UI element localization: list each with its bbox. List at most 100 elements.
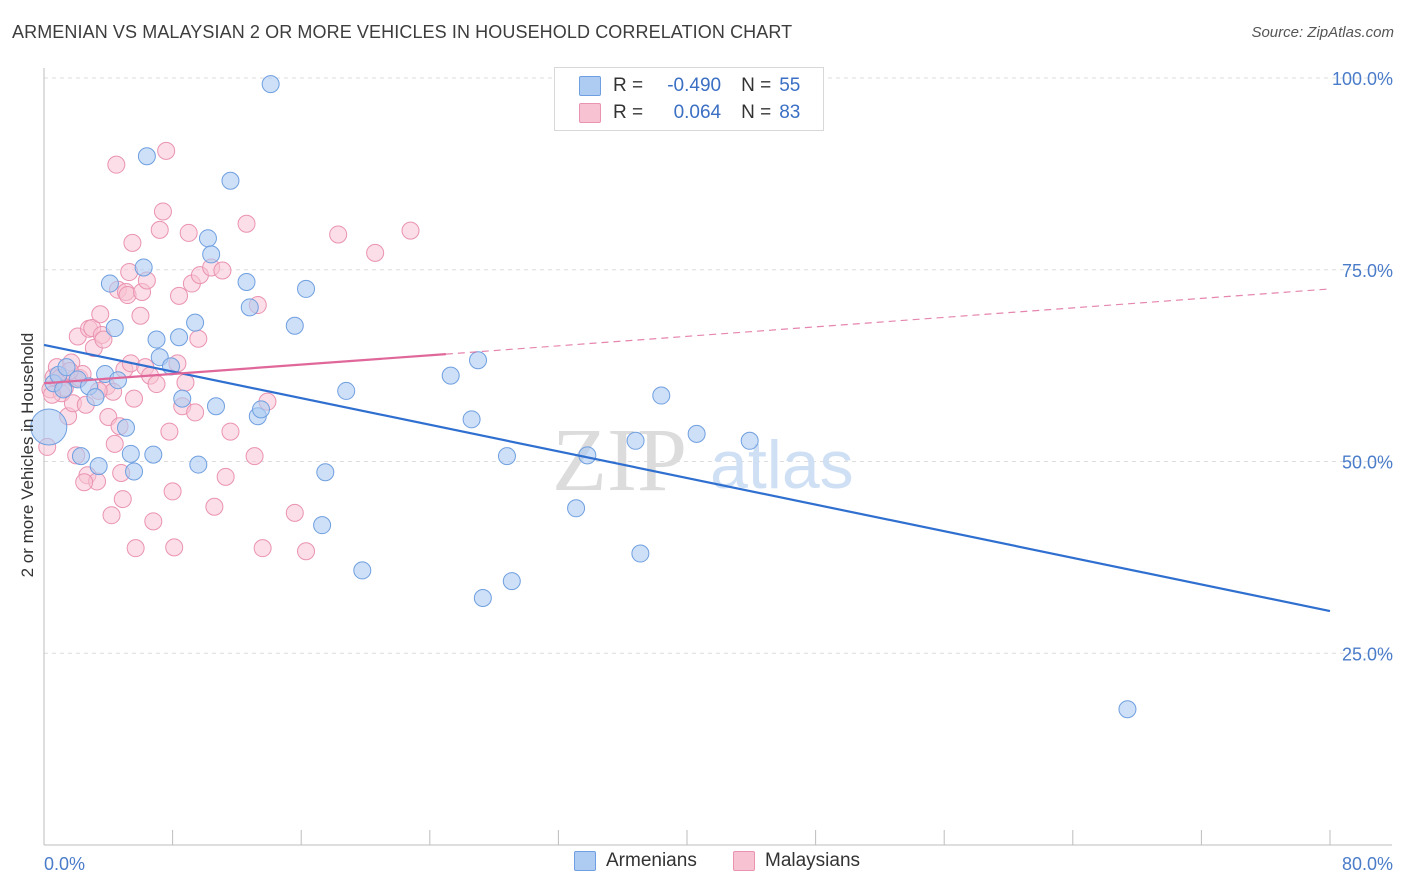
malaysian-point bbox=[75, 473, 94, 492]
watermark-atlas: atlas bbox=[710, 427, 854, 503]
malaysian-trend-extension bbox=[445, 288, 1331, 355]
armenian-point bbox=[337, 381, 356, 400]
malaysian-point bbox=[216, 467, 235, 486]
armenian-point bbox=[626, 431, 645, 450]
trend-lines bbox=[43, 288, 1331, 613]
malaysian-point bbox=[189, 329, 208, 348]
x-tick-label: 80.0% bbox=[1342, 854, 1393, 874]
armenian-point bbox=[252, 400, 271, 419]
legend-r-value: -0.490 bbox=[667, 75, 722, 96]
malaysian-point bbox=[253, 539, 272, 558]
malaysian-point bbox=[401, 221, 420, 240]
legend-item-armenians[interactable]: Armenians bbox=[574, 850, 697, 872]
armenian-point bbox=[297, 279, 316, 298]
grid-lines bbox=[44, 77, 1392, 654]
malaysian-point bbox=[221, 422, 240, 441]
armenian-point bbox=[134, 258, 153, 277]
armenian-point bbox=[57, 358, 76, 377]
malaysian-point bbox=[113, 490, 132, 509]
armenian-trend-line bbox=[43, 343, 1331, 613]
armenian-point bbox=[462, 410, 481, 429]
armenian-point bbox=[473, 589, 492, 608]
armenian-point bbox=[86, 388, 105, 407]
tick-labels: 25.0% 50.0% 75.0% 100.0% 0.0% 80.0% bbox=[44, 69, 1393, 874]
series-legend: Armenians Malaysians bbox=[0, 850, 1406, 878]
legend-r-label: R = bbox=[613, 102, 644, 123]
legend-r-label: R = bbox=[613, 75, 644, 96]
malaysian-point bbox=[107, 155, 126, 174]
armenian-point bbox=[105, 319, 124, 338]
malaysian-point bbox=[147, 375, 166, 394]
armenian-point bbox=[497, 447, 516, 466]
malaysian-point bbox=[144, 512, 163, 531]
armenian-points bbox=[30, 75, 1137, 719]
malaysian-point bbox=[153, 202, 172, 221]
armenian-point bbox=[567, 499, 586, 518]
armenian-point bbox=[202, 245, 221, 264]
malaysian-point bbox=[186, 403, 205, 422]
y-tick-label: 25.0% bbox=[1342, 644, 1393, 664]
malaysian-swatch bbox=[733, 851, 755, 871]
legend-n-value: 55 bbox=[779, 75, 801, 96]
armenian-point bbox=[108, 371, 127, 390]
malaysian-point bbox=[366, 243, 385, 262]
armenian-point bbox=[237, 273, 256, 292]
malaysian-point bbox=[163, 482, 182, 501]
armenian-point bbox=[89, 457, 108, 476]
armenian-point bbox=[740, 431, 759, 450]
malaysian-point bbox=[213, 261, 232, 280]
armenian-swatch bbox=[579, 76, 601, 96]
armenian-point bbox=[173, 389, 192, 408]
armenian-point bbox=[137, 147, 156, 166]
armenian-point bbox=[207, 397, 226, 416]
y-tick-label: 50.0% bbox=[1342, 453, 1393, 473]
armenian-point bbox=[652, 386, 671, 405]
malaysian-point bbox=[170, 286, 189, 305]
chart-title: ARMENIAN VS MALAYSIAN 2 OR MORE VEHICLES… bbox=[12, 22, 793, 42]
malaysian-point bbox=[176, 373, 195, 392]
armenian-point bbox=[631, 544, 650, 563]
armenian-point bbox=[261, 75, 280, 94]
malaysian-point bbox=[329, 225, 348, 244]
correlation-legend: R = -0.490 N = 55 R = 0.064 N = 83 bbox=[554, 67, 824, 131]
armenian-point bbox=[221, 171, 240, 190]
armenian-point bbox=[147, 330, 166, 349]
y-axis-title: 2 or more Vehicles in Household bbox=[18, 333, 37, 578]
x-tick-label: 0.0% bbox=[44, 854, 85, 874]
armenian-point bbox=[687, 424, 706, 443]
malaysian-point bbox=[245, 447, 264, 466]
armenian-point bbox=[121, 444, 140, 463]
armenian-point bbox=[198, 229, 217, 248]
y-tick-label: 100.0% bbox=[1332, 69, 1393, 89]
armenian-point bbox=[469, 351, 488, 370]
armenian-point bbox=[100, 274, 119, 293]
malaysian-point bbox=[125, 389, 144, 408]
armenian-point bbox=[71, 447, 90, 466]
malaysian-point bbox=[160, 422, 179, 441]
malaysian-point bbox=[150, 220, 169, 239]
legend-n-label: N = bbox=[741, 102, 772, 123]
malaysian-points bbox=[38, 141, 420, 561]
malaysian-point bbox=[237, 214, 256, 233]
armenian-point bbox=[125, 462, 144, 481]
legend-n-label: N = bbox=[741, 75, 772, 96]
armenian-point bbox=[1118, 700, 1137, 719]
malaysian-point bbox=[205, 497, 224, 516]
malaysian-point bbox=[179, 223, 198, 242]
armenian-point bbox=[186, 313, 205, 332]
legend-label: Armenians bbox=[606, 850, 697, 871]
legend-r-value: 0.064 bbox=[673, 102, 722, 123]
legend-row-malaysians: R = 0.064 N = 83 bbox=[579, 101, 800, 125]
chart-source: Source: ZipAtlas.com bbox=[1251, 24, 1394, 41]
legend-row-armenians: R = -0.490 N = 55 bbox=[579, 74, 800, 98]
malaysian-point bbox=[131, 306, 150, 325]
malaysian-point bbox=[165, 538, 184, 557]
armenian-point bbox=[316, 463, 335, 482]
malaysian-trend-line bbox=[43, 353, 446, 385]
malaysian-point bbox=[285, 503, 304, 522]
armenian-point bbox=[144, 445, 163, 464]
legend-item-malaysians[interactable]: Malaysians bbox=[733, 850, 860, 872]
watermark: ZIP atlas bbox=[552, 411, 854, 510]
armenian-point bbox=[54, 380, 73, 399]
